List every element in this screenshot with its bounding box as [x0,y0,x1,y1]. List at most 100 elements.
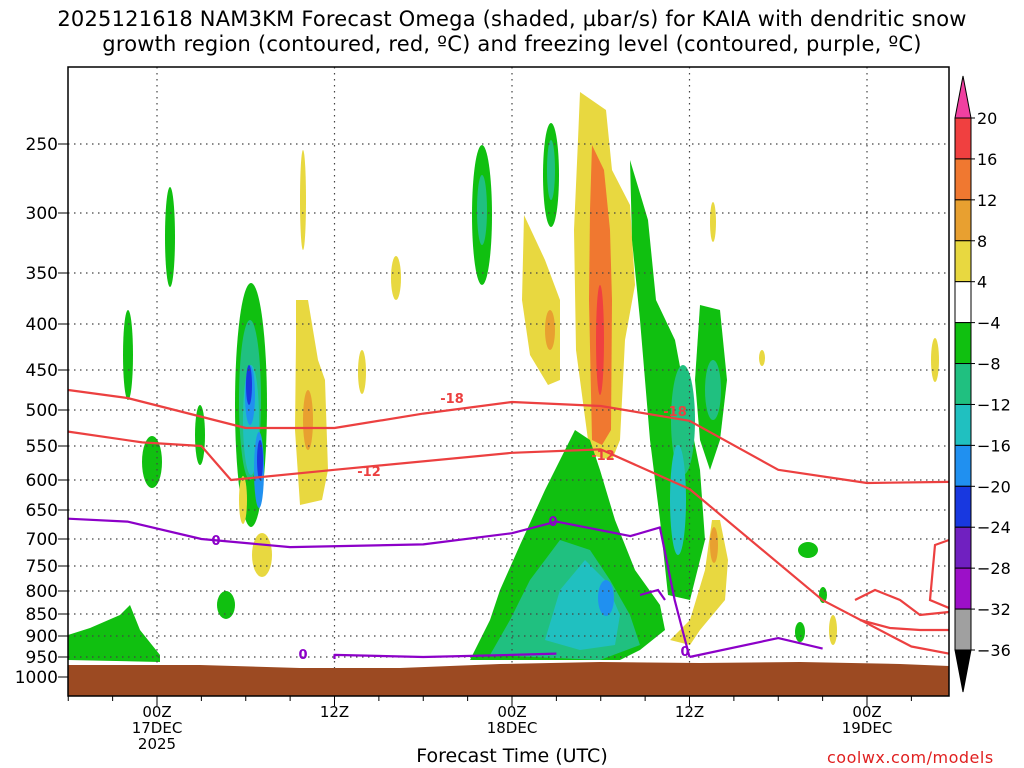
xtick-label-0-bottom: 2025 [137,735,177,753]
colorbar-label-11: −28 [977,559,1011,578]
ytick-label-350: 350 [26,264,58,284]
contour-label-7: 0 [680,645,689,660]
omega-plume-cyan [545,560,620,650]
colorbar: 20 16 12 8 4 −4 −8 −12 −16 −20 −24 −28 −32 −36 [954,75,1011,693]
omega-yellow-left [522,215,560,385]
colorbar-segment-4 [954,281,972,324]
ytick-label-750: 750 [26,557,58,577]
ytick-label-450: 450 [26,361,58,381]
xtick-label-0: 00Z 17DEC 2025 [117,704,197,752]
colorbar-label-2: 12 [977,191,997,210]
xtick-label-1-mid [295,720,375,735]
xtick-label-4-mid: 19DEC [841,719,893,737]
xtick-label-3: 12Z [650,704,730,750]
contour-label-6: 0 [298,648,307,663]
colorbar-label-8: −16 [977,436,1011,455]
omega-teal-up [547,140,555,200]
colorbar-label-7: −12 [977,395,1011,414]
contour-red-extra1 [854,588,949,617]
contour-label-4: 0 [211,534,220,549]
colorbar-label-5: −4 [977,314,1001,333]
ytick-label-300: 300 [26,204,58,224]
colorbar-segment-3 [954,240,972,283]
colorbar-label-0: 20 [977,109,997,128]
xtick-label-2: 00Z 18DEC [472,704,552,751]
ytick-label-850: 850 [26,605,58,625]
omega-orange-col1 [303,390,313,450]
xtick-label-0-top: 00Z [142,703,172,721]
contour-purple-4 [689,636,823,659]
omega-green-d [195,405,205,465]
omega-yellow-sm3 [300,150,306,250]
omega-teal-band2 [705,360,721,420]
ytick-label-250: 250 [26,135,58,155]
omega-green-a [123,310,133,400]
omega-green-e [217,591,235,619]
colorbar-segment-0 [954,117,972,160]
omega-green-band [630,160,705,600]
omega-yellow-sm6 [710,202,716,242]
colorbar-label-1: 16 [977,150,997,169]
colorbar-bottom-triangle [954,649,972,693]
colorbar-segment-7 [954,403,972,446]
omega-teal-col2 [477,175,487,245]
omega-yellow-sm7 [759,350,765,366]
omega-yellow-sm8 [931,338,939,382]
x-axis-ticks [67,696,912,706]
ground-terrain [68,662,949,696]
colorbar-label-9: −20 [977,477,1011,496]
colorbar-top-triangle [954,75,972,119]
colorbar-label-6: −8 [977,355,1001,374]
omega-orange-low [710,527,718,563]
contour-purple-3 [333,652,557,659]
contour-red-extra2 [859,618,949,632]
xtick-label-4: 00Z 19DEC [827,704,907,751]
omega-red-big [596,285,604,395]
colorbar-segment-2 [954,199,972,242]
credit-link[interactable]: coolwx.com/models [827,748,994,767]
colorbar-segment-10 [954,526,972,569]
omega-core1-dark [246,365,252,405]
ytick-label-650: 650 [26,501,58,521]
omega-green-lowleft [68,605,160,662]
colorbar-label-3: 8 [977,232,987,251]
contour-lines: -18 -18 -12 -12 0 0 0 0 [68,388,949,663]
colorbar-segment-6 [954,363,972,405]
omega-green-sm [798,542,818,558]
colorbar-segment-12 [954,608,972,651]
omega-yellow-sm5 [391,256,401,300]
contour-label-5: 0 [548,515,557,530]
chart-title-line-1: 2025121618 NAM3KM Forecast Omega (shaded… [57,7,967,31]
omega-shading [68,92,939,662]
colorbar-segment-8 [954,444,972,487]
contour-label-0: -18 [440,392,464,407]
omega-cyan-band [670,445,686,555]
colorbar-label-10: −24 [977,518,1011,537]
ground-fill [68,662,949,696]
ytick-label-550: 550 [26,437,58,457]
xtick-label-3-mid [650,720,730,735]
contour-red-extra3 [928,538,949,610]
contour-label-1: -18 [663,405,687,420]
xtick-label-2-mid: 18DEC [486,719,538,737]
colorbar-segment-5 [954,322,972,365]
contour-purple-2 [68,517,691,658]
omega-green-b [165,187,175,287]
omega-yellow-sm1 [239,476,247,524]
xtick-label-1: 12Z [295,704,375,750]
omega-plume-blue [598,580,614,616]
contour-red-1 [68,430,949,655]
ytick-label-700: 700 [26,530,58,550]
x-axis-title: Forecast Time (UTC) [416,745,608,767]
contour-purple-extra [639,588,666,601]
xtick-label-4-top: 00Z [852,703,882,721]
colorbar-segment-11 [954,567,972,610]
ytick-label-800: 800 [26,582,58,602]
plot-frame [67,66,950,697]
colorbar-segment-1 [954,158,972,201]
ytick-label-500: 500 [26,401,58,421]
colorbar-segment-9 [954,485,972,528]
omega-orange-left [545,310,555,350]
colorbar-label-13: −36 [977,641,1011,660]
